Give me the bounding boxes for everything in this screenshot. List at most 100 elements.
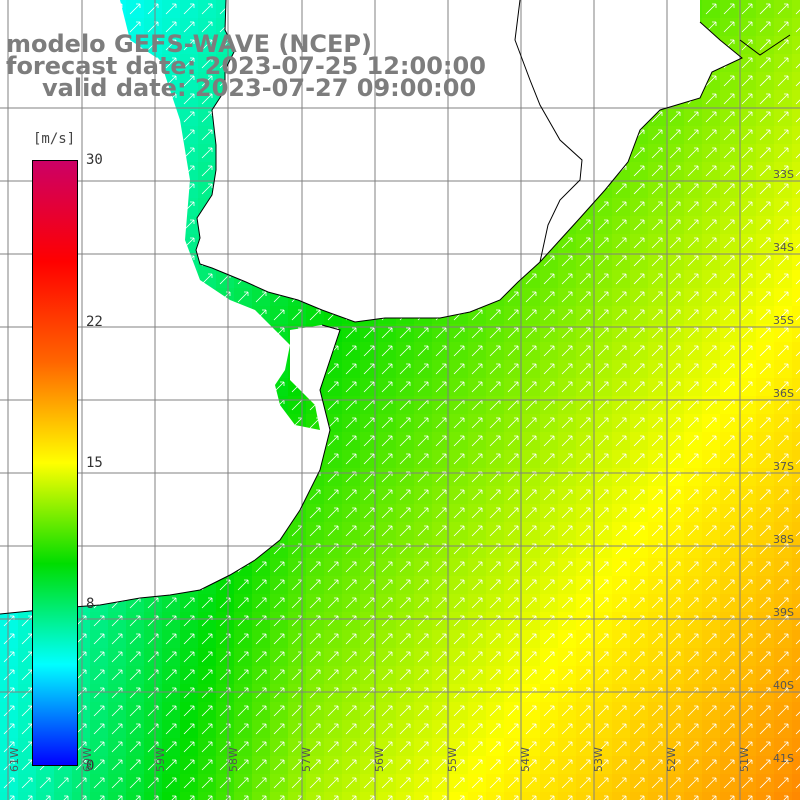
wind-arrow [759,669,771,681]
wind-arrow [741,381,753,393]
wind-arrow [453,363,465,375]
wind-arrow [417,687,429,699]
wind-arrow [399,687,411,699]
wind-arrow [543,435,555,447]
wind-arrow [615,237,627,249]
wind-arrow [453,687,465,699]
wind-arrow [747,795,753,800]
wind-arrow [741,21,753,33]
wind-arrow [669,309,681,321]
wind-arrow [9,795,15,800]
wind-arrow [783,795,789,800]
wind-arrow [675,795,681,800]
wind-arrow [705,561,717,573]
wind-arrow [507,561,519,573]
wind-arrow [327,669,339,681]
wind-arrow [669,579,681,591]
wind-arrow [669,147,681,159]
wind-arrow [489,777,501,789]
wind-arrow [597,309,609,321]
wind-arrow [129,3,141,15]
longitude-label: 53W [592,747,605,772]
wind-arrow [597,237,609,249]
wind-arrow [669,759,681,771]
wind-arrow [759,525,771,537]
wind-arrow [507,507,519,519]
wind-arrow [723,597,735,609]
wind-cell [792,72,800,91]
wind-arrow [615,651,627,663]
wind-arrow [759,651,771,663]
wind-arrow [795,279,800,285]
wind-arrow [93,741,105,753]
wind-arrow [525,345,537,357]
wind-arrow [309,705,321,717]
wind-cell [702,792,721,800]
wind-arrow [579,705,591,717]
wind-cell [792,216,800,235]
wind-arrow [453,741,465,753]
wind-arrow [651,129,663,141]
wind-arrow [777,363,789,375]
wind-arrow [615,489,627,501]
wind-arrow [435,561,447,573]
wind-arrow [705,417,717,429]
wind-arrow [777,669,789,681]
wind-arrow [237,579,249,591]
wind-arrow [723,507,735,519]
wind-arrow [327,579,339,591]
wind-cell [792,648,800,667]
wind-arrow [723,381,735,393]
wind-arrow [435,597,447,609]
wind-arrow [669,273,681,285]
wind-arrow [471,687,483,699]
wind-arrow [759,57,771,69]
wind-arrow [741,255,753,267]
wind-arrow [687,327,699,339]
wind-arrow [207,795,213,800]
wind-arrow [651,255,663,267]
wind-arrow [741,93,753,105]
wind-arrow [399,489,411,501]
wind-cell [594,792,613,800]
wind-arrow [327,741,339,753]
wind-arrow [327,507,339,519]
wind-arrow [669,183,681,195]
wind-arrow [741,111,753,123]
wind-arrow [633,435,645,447]
wind-arrow [705,777,717,789]
wind-arrow [669,597,681,609]
wind-arrow [489,579,501,591]
wind-arrow [417,759,429,771]
wind-arrow [543,417,555,429]
wind-arrow [381,345,393,357]
wind-arrow [309,489,321,501]
wind-arrow [759,345,771,357]
wind-arrow [759,507,771,519]
wind-cell [738,792,757,800]
wind-arrow [741,561,753,573]
wind-arrow [417,777,429,789]
wind-arrow [633,327,645,339]
wind-arrow [453,777,465,789]
wind-cell [792,54,800,73]
wind-cell [126,792,145,800]
wind-arrow [363,633,375,645]
wind-arrow [579,759,591,771]
wind-arrow [237,759,249,771]
wind-arrow [3,705,15,717]
wind-arrow [723,93,735,105]
wind-arrow [471,435,483,447]
wind-arrow [759,165,771,177]
wind-arrow [777,327,789,339]
wind-arrow [597,759,609,771]
wind-arrow [651,345,663,357]
wind-arrow [687,309,699,321]
wind-arrow [723,183,735,195]
wind-arrow [687,219,699,231]
wind-arrow [543,525,555,537]
wind-arrow [255,597,267,609]
wind-cell [792,342,800,361]
wind-arrow [381,381,393,393]
wind-arrow [417,705,429,717]
